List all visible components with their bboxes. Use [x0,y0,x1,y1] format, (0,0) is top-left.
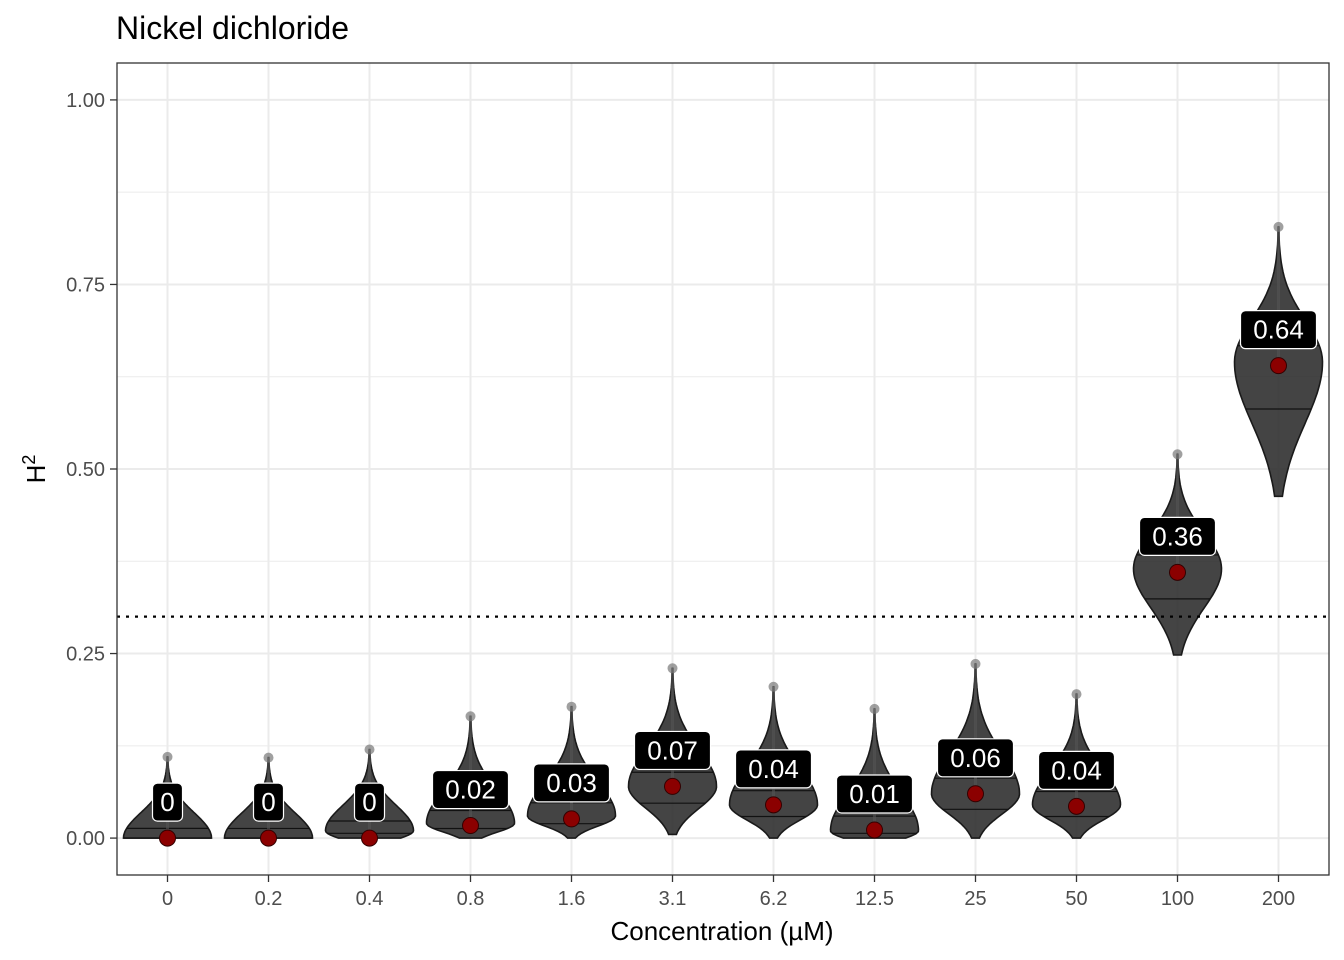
mean-point-3.1 [664,777,681,795]
value-label: 0.04 [1051,755,1102,785]
y-axis-title: H2 [19,455,51,484]
value-label-box [1239,310,1318,350]
value-label-box [532,763,611,803]
value-label-box [151,782,184,822]
max-point [1273,221,1284,232]
value-labels: 0 0 0 0.02 0.03 0.07 0.04 0.01 0.06 0.04 0.36 0.64 [151,310,1318,822]
value-label-box [936,738,1015,778]
x-tick-label: 25 [964,888,986,910]
value-label-box [1138,516,1217,556]
x-tick-label: 3.1 [659,888,687,910]
x-tick-label: 6.2 [760,888,788,910]
mean-point-6.2 [765,796,782,814]
chart-title: Nickel dichloride [116,10,349,46]
value-label: 0.04 [748,754,799,784]
value-label: 0 [160,787,174,817]
mean-point-0.2 [260,829,277,847]
mean-point-1.6 [563,810,580,828]
value-label-box [431,769,510,810]
value-label: 0.64 [1253,315,1304,345]
x-axis: 0 0.2 0.4 0.8 1.6 3.1 6.2 12.5 25 50 100 200 [162,875,1295,910]
x-tick-label: 0.4 [356,888,384,910]
max-point [1172,449,1183,460]
max-point [162,751,173,762]
value-label: 0.06 [950,743,1001,773]
mean-point-0.4 [361,829,378,847]
grid-lines [117,63,1329,875]
value-label-box [835,774,914,814]
y-tick-label: 0.00 [66,828,105,850]
y-tick-label: 1.00 [66,90,105,112]
mean-point-25 [967,785,984,803]
mean-points [159,357,1287,847]
x-tick-label: 0 [162,888,173,910]
mean-point-200 [1270,357,1287,375]
value-label: 0.03 [546,768,597,798]
max-point [768,681,779,692]
mean-point-0 [159,829,176,847]
max-point [566,701,577,712]
value-label-box [734,749,813,789]
max-point [869,703,880,714]
value-label: 0.01 [849,779,900,809]
max-point [667,663,678,674]
y-tick-label: 0.75 [66,274,105,296]
mean-point-100 [1169,563,1186,581]
x-tick-label: 100 [1161,888,1194,910]
max-point [970,658,981,669]
x-tick-label: 1.6 [558,888,586,910]
x-tick-label: 0.2 [255,888,283,910]
x-tick-label: 0.8 [457,888,485,910]
x-axis-title: Concentration (µM) [610,916,833,946]
y-tick-label: 0.50 [66,459,105,481]
value-label-box [1037,750,1116,790]
value-label-box [252,782,285,822]
y-tick-label: 0.25 [66,644,105,666]
y-axis-title-main: H [21,465,51,484]
max-point [465,711,476,722]
y-axis: 0.00 0.25 0.50 0.75 1.00 [66,90,117,850]
x-tick-label: 12.5 [855,888,894,910]
y-axis-title-superscript: 2 [19,455,39,465]
max-point [263,752,274,763]
x-tick-label: 200 [1262,888,1295,910]
mean-point-50 [1068,797,1085,815]
value-label: 0 [362,787,376,817]
value-label: 0.07 [647,735,698,765]
value-label-box [633,730,712,771]
value-label: 0 [261,787,275,817]
mean-point-0.8 [462,817,479,835]
max-point [1071,689,1082,700]
max-point [364,744,375,755]
x-tick-label: 50 [1065,888,1087,910]
value-label: 0.36 [1152,521,1203,551]
value-label-box [353,782,386,822]
mean-point-12.5 [866,821,883,839]
value-label: 0.02 [445,775,496,805]
